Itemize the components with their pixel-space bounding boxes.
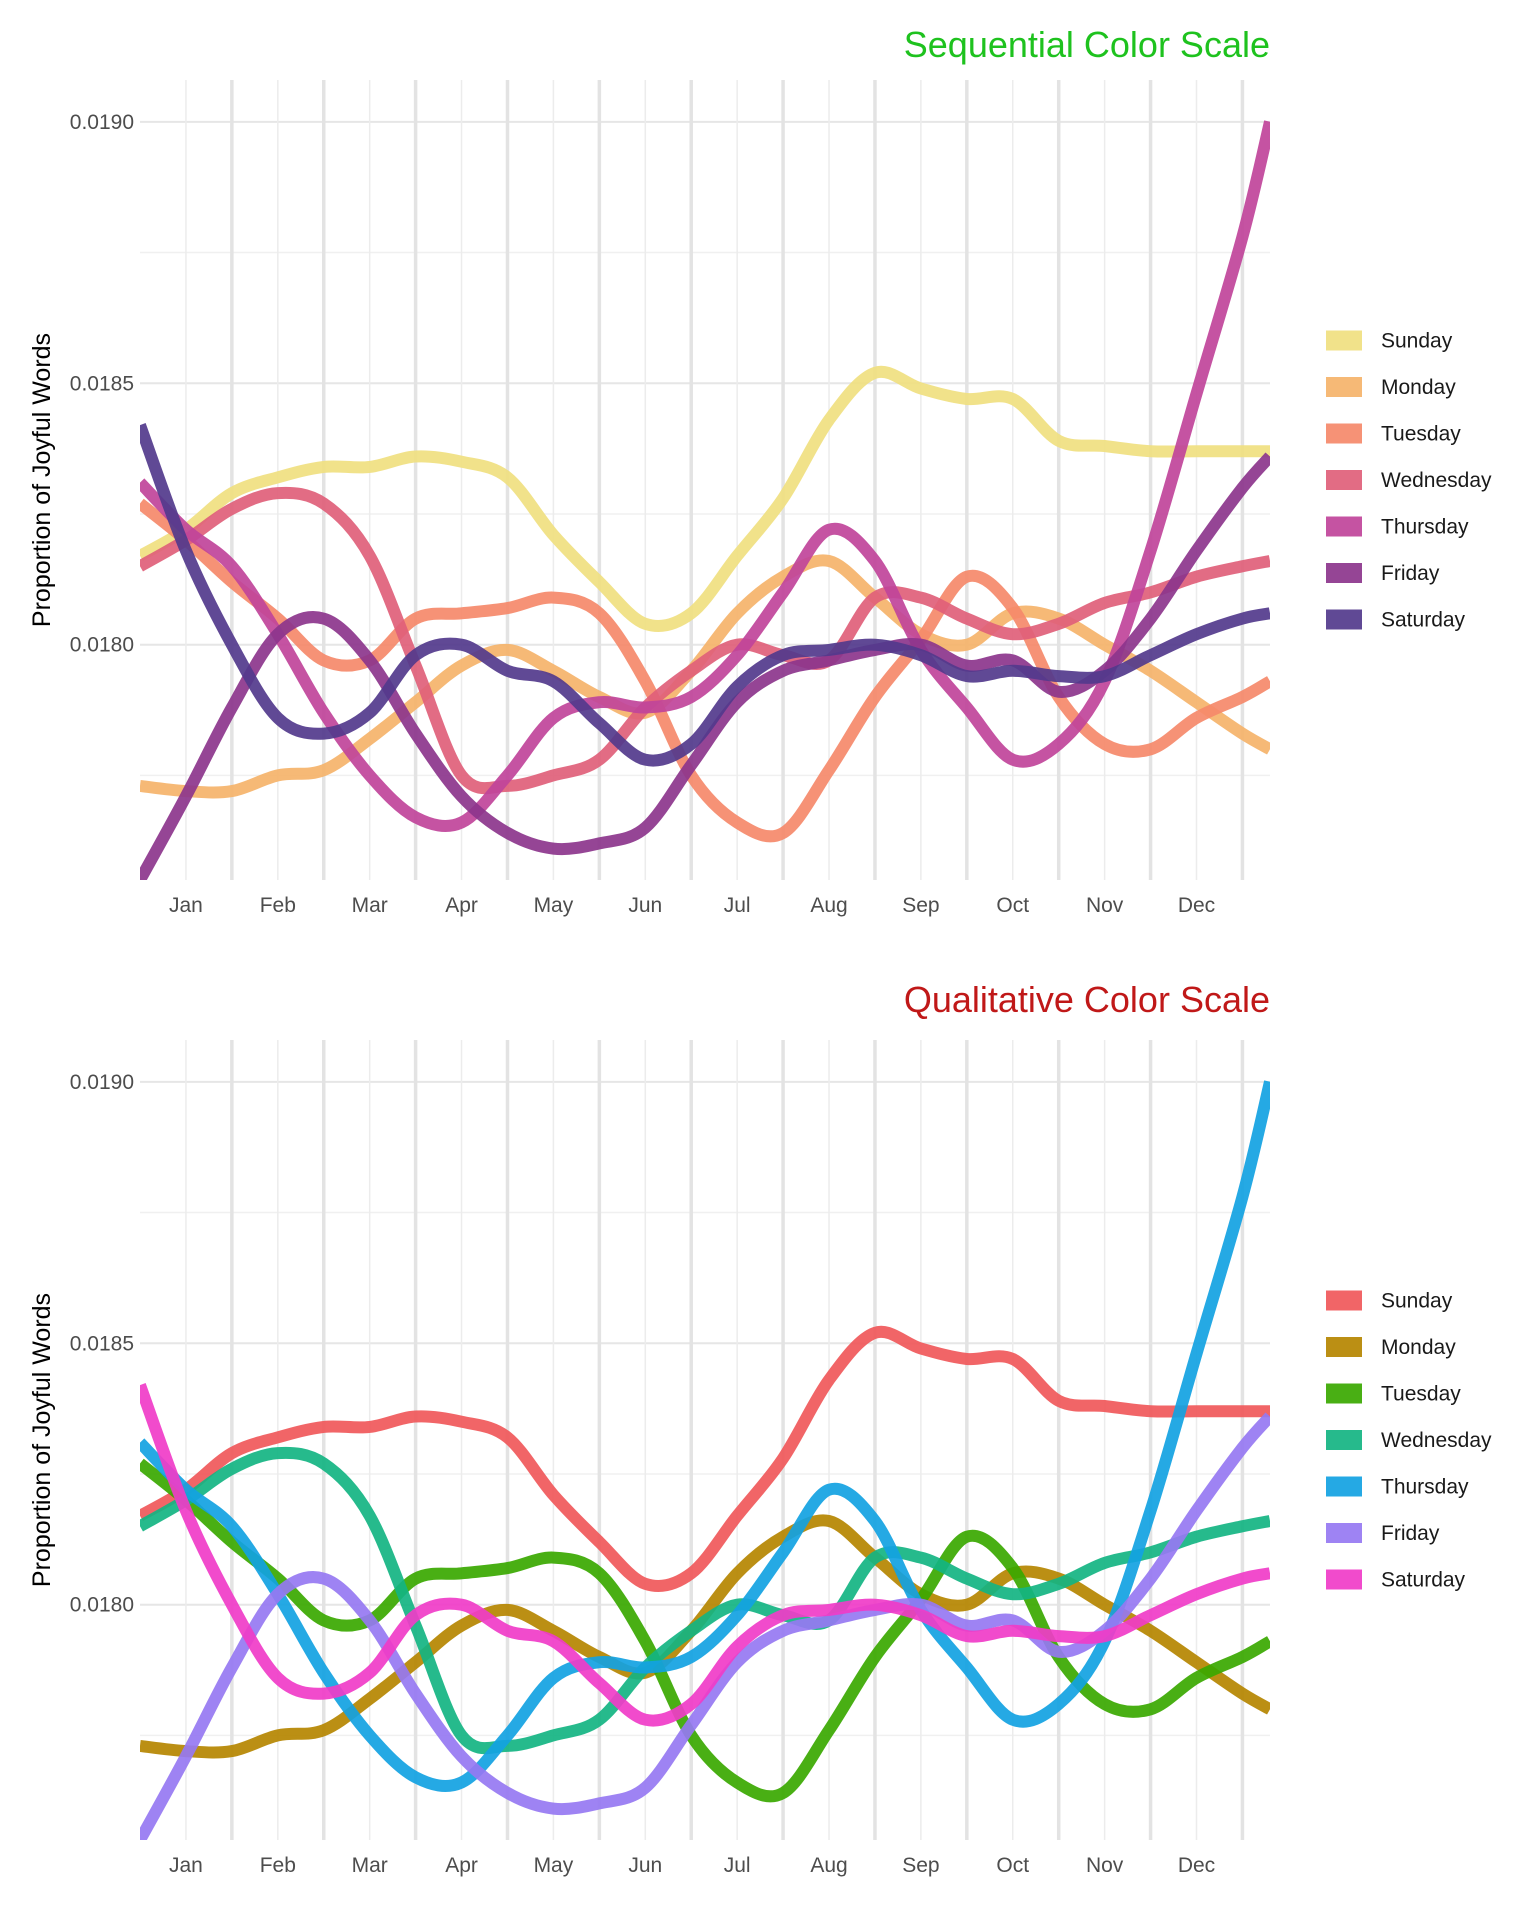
series-lines bbox=[140, 1080, 1270, 1840]
y-tick-label: 0.0180 bbox=[70, 634, 134, 657]
x-tick-label: Feb bbox=[260, 1854, 296, 1877]
legend-label-saturday: Saturday bbox=[1381, 609, 1466, 632]
legend-label-wednesday: Wednesday bbox=[1381, 469, 1492, 492]
legend-label-monday: Monday bbox=[1381, 1336, 1456, 1359]
series-line-saturday bbox=[140, 423, 1270, 767]
legend-swatch-wednesday bbox=[1326, 1430, 1362, 1450]
y-tick-label: 0.0190 bbox=[70, 111, 134, 134]
legend-swatch-monday bbox=[1326, 1337, 1362, 1357]
x-tick-label: Jul bbox=[724, 894, 751, 917]
series-line-thursday bbox=[140, 1080, 1270, 1792]
x-tick-label: Mar bbox=[352, 1854, 388, 1877]
legend-label-tuesday: Tuesday bbox=[1381, 1383, 1461, 1406]
x-tick-label: Jun bbox=[628, 1854, 662, 1877]
x-tick-label: Dec bbox=[1178, 1854, 1215, 1877]
legend: Sunday Monday Tuesday Wednesday Thursday Frid… bbox=[1326, 330, 1492, 632]
y-tick-label: 0.0185 bbox=[70, 372, 134, 395]
series-line-wednesday bbox=[140, 1446, 1270, 1755]
x-tick-label: Aug bbox=[810, 1854, 847, 1877]
series-line-sunday bbox=[140, 1325, 1270, 1592]
x-tick-label: Jan bbox=[169, 894, 203, 917]
legend-label-sunday: Sunday bbox=[1381, 330, 1453, 353]
x-tick-label: Sep bbox=[902, 894, 939, 917]
legend-swatch-tuesday bbox=[1326, 1383, 1362, 1404]
legend-swatch-monday bbox=[1326, 377, 1362, 397]
x-tick-label: Jan bbox=[169, 1854, 203, 1877]
x-tick-label: Nov bbox=[1086, 1854, 1124, 1877]
x-tick-label: Jul bbox=[724, 1854, 751, 1877]
legend-label-saturday: Saturday bbox=[1381, 1569, 1466, 1592]
series-line-saturday bbox=[140, 1383, 1270, 1727]
series-lines bbox=[140, 120, 1270, 880]
x-tick-label: Mar bbox=[352, 894, 388, 917]
x-tick-label: Oct bbox=[996, 1854, 1029, 1877]
series-line-monday bbox=[140, 1514, 1270, 1759]
legend-label-sunday: Sunday bbox=[1381, 1290, 1453, 1313]
y-tick-label: 0.0190 bbox=[70, 1071, 134, 1094]
legend-swatch-saturday bbox=[1326, 1569, 1362, 1590]
legend-swatch-saturday bbox=[1326, 609, 1362, 630]
y-tick-label: 0.0180 bbox=[70, 1594, 134, 1617]
legend-label-wednesday: Wednesday bbox=[1381, 1429, 1492, 1452]
series-line-sunday bbox=[140, 365, 1270, 632]
x-tick-label: May bbox=[534, 894, 574, 917]
chart-title: Sequential Color Scale bbox=[904, 24, 1270, 65]
series-line-tuesday bbox=[140, 1458, 1270, 1803]
y-axis-label: Proportion of Joyful Words bbox=[28, 333, 56, 627]
legend-swatch-thursday bbox=[1326, 516, 1362, 537]
legend-swatch-sunday bbox=[1326, 330, 1362, 351]
x-tick-label: Dec bbox=[1178, 894, 1215, 917]
series-line-thursday bbox=[140, 120, 1270, 832]
qualitative-chart-panel: 0.0180 0.0185 0.0190 Jan Feb Mar Apr May Jun Jul A… bbox=[28, 979, 1492, 1877]
grid bbox=[140, 80, 1270, 880]
x-tick-label: Nov bbox=[1086, 894, 1124, 917]
legend-swatch-friday bbox=[1326, 563, 1362, 583]
chart-title: Qualitative Color Scale bbox=[904, 979, 1270, 1020]
legend-label-friday: Friday bbox=[1381, 562, 1440, 585]
x-tick-label: Apr bbox=[445, 1854, 478, 1877]
legend-label-tuesday: Tuesday bbox=[1381, 423, 1461, 446]
series-line-wednesday bbox=[140, 486, 1270, 795]
legend-label-friday: Friday bbox=[1381, 1522, 1440, 1545]
y-tick-label: 0.0185 bbox=[70, 1332, 134, 1355]
legend-label-thursday: Thursday bbox=[1381, 1476, 1469, 1499]
grid bbox=[140, 1040, 1270, 1840]
series-line-tuesday bbox=[140, 498, 1270, 843]
x-tick-label: Sep bbox=[902, 1854, 939, 1877]
y-axis-label: Proportion of Joyful Words bbox=[28, 1293, 56, 1587]
legend-swatch-friday bbox=[1326, 1523, 1362, 1543]
legend: Sunday Monday Tuesday Wednesday Thursday Frid… bbox=[1326, 1290, 1492, 1592]
legend-swatch-tuesday bbox=[1326, 423, 1362, 444]
legend-swatch-thursday bbox=[1326, 1476, 1362, 1497]
sequential-chart-panel: 0.0180 0.0185 0.0190 Jan Feb Mar Apr May Jun Jul A… bbox=[28, 24, 1492, 917]
x-tick-label: Apr bbox=[445, 894, 478, 917]
legend-label-thursday: Thursday bbox=[1381, 516, 1469, 539]
legend-label-monday: Monday bbox=[1381, 376, 1456, 399]
legend-swatch-wednesday bbox=[1326, 470, 1362, 490]
x-tick-label: Feb bbox=[260, 894, 296, 917]
x-tick-label: Jun bbox=[628, 894, 662, 917]
legend-swatch-sunday bbox=[1326, 1290, 1362, 1311]
series-line-monday bbox=[140, 554, 1270, 799]
x-tick-label: May bbox=[534, 1854, 574, 1877]
x-tick-label: Oct bbox=[996, 894, 1029, 917]
x-tick-label: Aug bbox=[810, 894, 847, 917]
